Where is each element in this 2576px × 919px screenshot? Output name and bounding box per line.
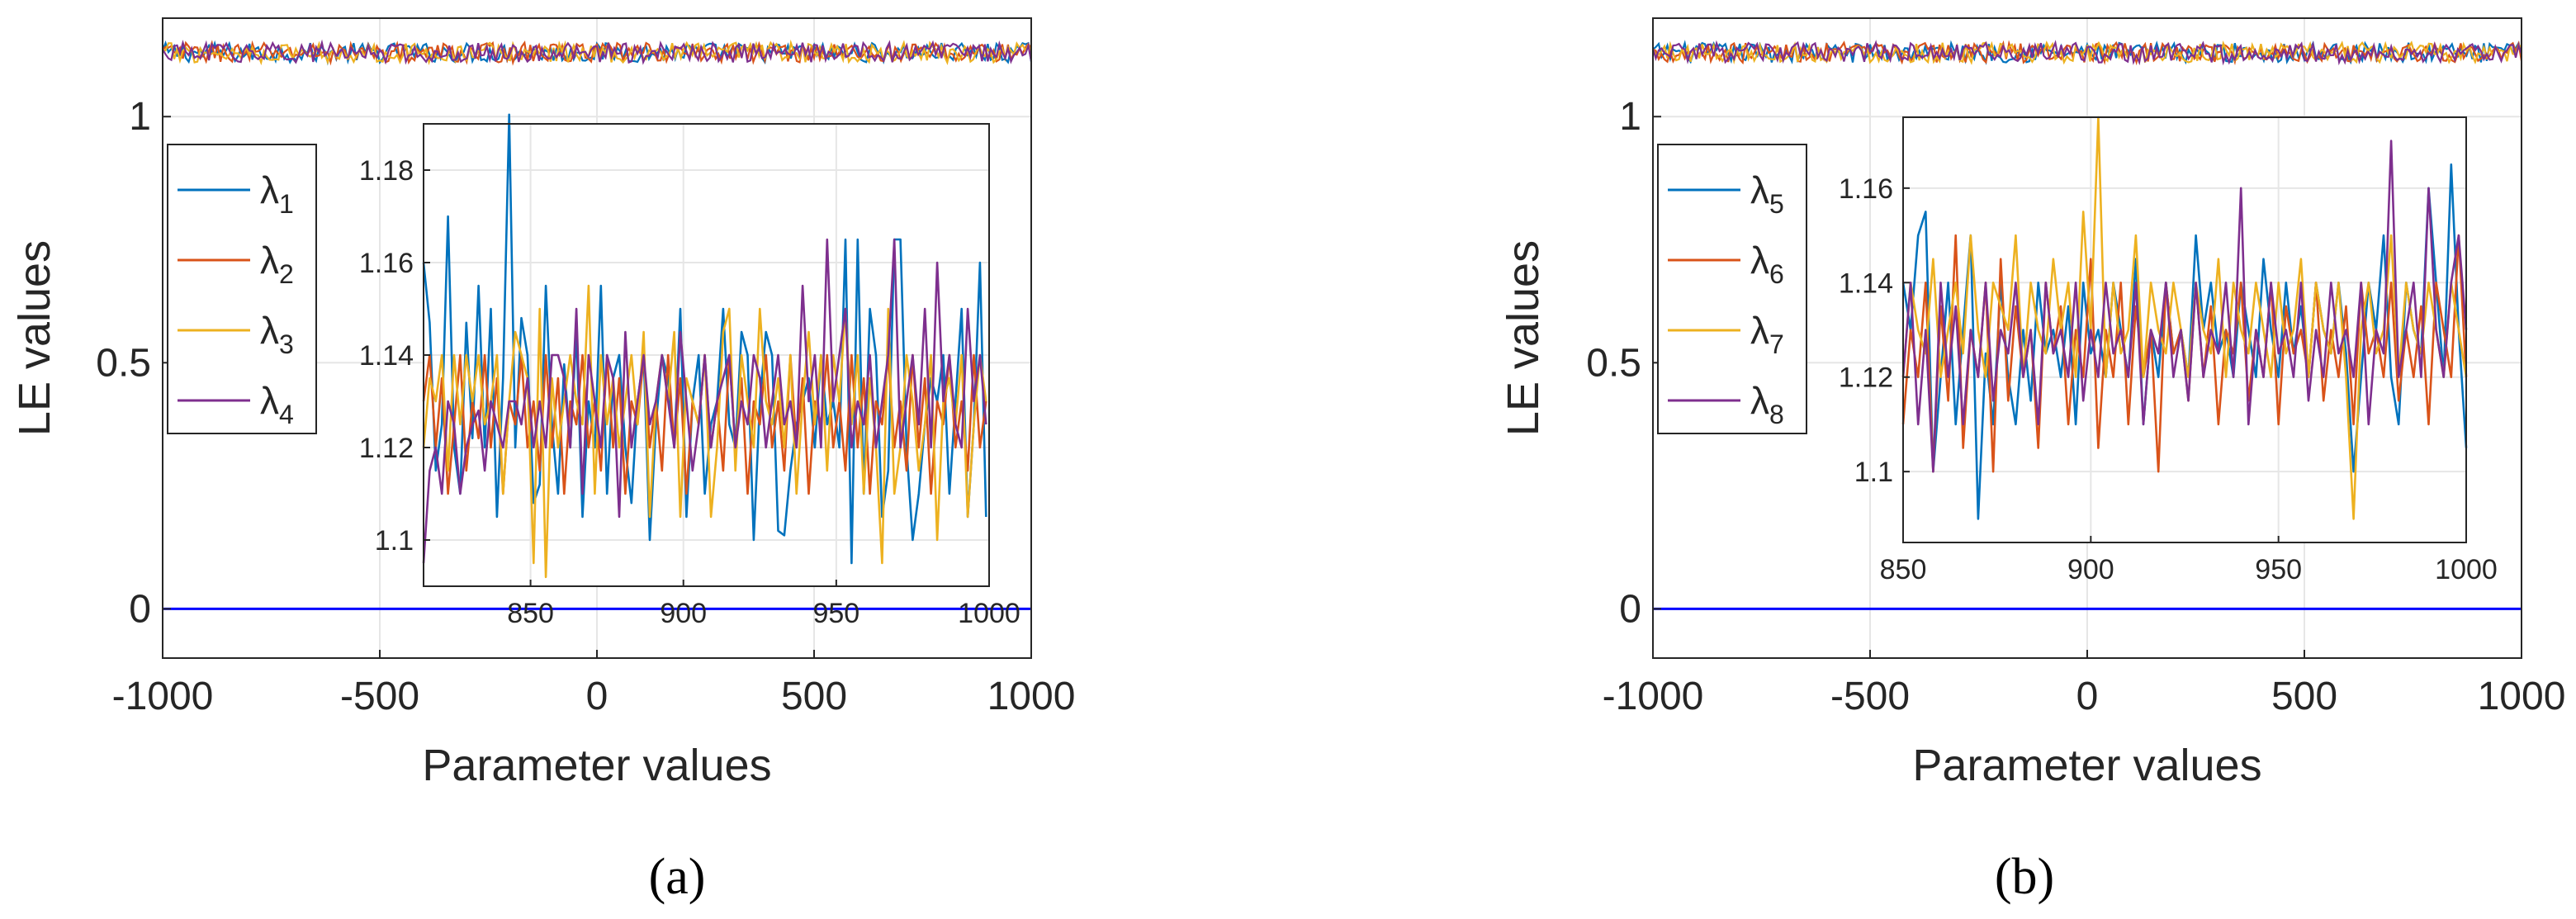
- legend-box: [167, 144, 317, 434]
- inset-y-tick-label: 1.1: [1854, 457, 1893, 488]
- x-tick-label: 500: [2271, 675, 2337, 718]
- inset-chart: 850 900 950 1000 1.1 1.12 1.14 1.16: [1839, 116, 2498, 585]
- x-tick-label: 500: [781, 675, 847, 718]
- legend-label: λ6: [1750, 239, 1784, 289]
- y-tick-label: 0: [1619, 587, 1641, 631]
- inset-y-tick-label: 1.12: [359, 433, 414, 464]
- inset-y-tick-label: 1.14: [1839, 268, 1893, 299]
- inset-y-tick-label: 1.12: [1839, 362, 1893, 394]
- inset-y-tick-label: 1.16: [1839, 173, 1893, 205]
- legend-label: λ4: [260, 379, 294, 429]
- x-tick-label: -500: [340, 675, 419, 718]
- legend-symbol: λ: [260, 379, 279, 422]
- series-line-λ8: [1651, 40, 2523, 66]
- inset-y-tick-label: 1.18: [359, 155, 414, 187]
- inset-y-tick-label: 1.1: [375, 525, 414, 557]
- inset-axes-box: [1902, 116, 2467, 543]
- x-tick-label: 0: [2076, 675, 2099, 718]
- legend-label: λ3: [260, 309, 294, 359]
- legend-subscript: 8: [1769, 400, 1784, 429]
- x-tick-label: -500: [1830, 675, 1910, 718]
- legend-label: λ5: [1750, 168, 1784, 219]
- legend-subscript: 3: [279, 329, 294, 359]
- y-tick-label: 0: [129, 587, 151, 631]
- legend-symbol: λ: [1750, 239, 1769, 282]
- y-axis-label: LE values: [10, 240, 59, 436]
- inset-x-tick-label: 850: [1880, 554, 1927, 585]
- x-tick-label: -1000: [1603, 675, 1704, 718]
- inset-series-line-λ8: [1901, 140, 2468, 473]
- series-line-λ4: [162, 39, 1033, 65]
- y-tick-label: 1: [129, 95, 151, 139]
- x-axis-label: Parameter values: [1912, 741, 2261, 790]
- y-tick-label: 1: [1619, 95, 1641, 139]
- y-tick-label: 0.5: [96, 341, 151, 385]
- x-tick-label: 0: [586, 675, 608, 718]
- inset-x-tick-label: 950: [2255, 554, 2302, 585]
- y-tick-label: 0.5: [1586, 341, 1641, 385]
- panel-caption: (b): [1995, 849, 2054, 905]
- legend-box: [1657, 144, 1807, 434]
- inset-chart: 850 900 950 1000 1.1 1.12 1.14 1.16 1.18: [359, 113, 1020, 629]
- inset-y-tick-label: 1.16: [359, 248, 414, 279]
- inset-y-tick-label: 1.14: [359, 340, 414, 372]
- x-tick-label: 1000: [2478, 675, 2566, 718]
- legend-label: λ1: [260, 168, 294, 219]
- legend-symbol: λ: [1750, 309, 1769, 352]
- legend-label: λ2: [260, 239, 294, 289]
- legend-symbol: λ: [260, 168, 279, 211]
- legend-symbol: λ: [1750, 168, 1769, 211]
- legend-subscript: 5: [1769, 189, 1784, 219]
- inset-series-line-λ7: [1901, 116, 2468, 520]
- panel-caption: (a): [649, 849, 706, 905]
- inset-x-tick-label: 900: [2067, 554, 2114, 585]
- chart-panel-1: -1000 -500 0 500 1000 0 0.5 1 Parameter values LE…: [10, 17, 1076, 905]
- legend-subscript: 4: [279, 400, 294, 429]
- legend-label: λ8: [1750, 379, 1784, 429]
- legend-subscript: 7: [1769, 329, 1784, 359]
- inset-x-tick-label: 1000: [958, 598, 1020, 629]
- x-tick-label: -1000: [112, 675, 214, 718]
- inset-x-tick-label: 900: [660, 598, 707, 629]
- inset-x-tick-label: 1000: [2435, 554, 2498, 585]
- legend-label: λ7: [1750, 309, 1784, 359]
- inset-x-tick-label: 950: [812, 598, 859, 629]
- legend-subscript: 6: [1769, 259, 1784, 289]
- chart-panel-2: -1000 -500 0 500 1000 0 0.5 1 Parameter values LE…: [1499, 17, 2566, 905]
- legend-symbol: λ: [260, 309, 279, 352]
- legend-subscript: 1: [279, 189, 294, 219]
- x-axis-label: Parameter values: [422, 741, 771, 790]
- y-axis-label: LE values: [1499, 240, 1548, 436]
- x-tick-label: 1000: [987, 675, 1076, 718]
- legend-symbol: λ: [260, 239, 279, 282]
- legend-subscript: 2: [279, 259, 294, 289]
- inset-series-line-λ4: [422, 238, 987, 564]
- inset-x-tick-label: 850: [507, 598, 554, 629]
- legend-symbol: λ: [1750, 379, 1769, 422]
